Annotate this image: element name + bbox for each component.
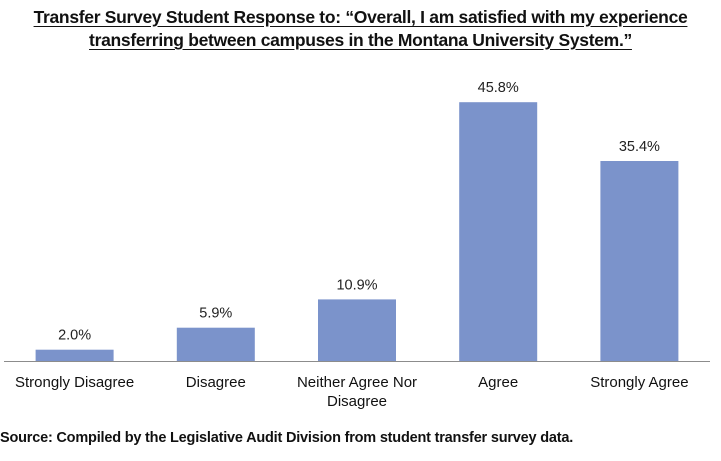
source-note: Source: Compiled by the Legislative Audi… (0, 430, 574, 446)
data-label: 35.4% (619, 139, 660, 155)
chart-title-line2: transferring between campuses in the Mon… (89, 30, 632, 50)
bar (318, 299, 396, 361)
category-label: Strongly Agree (590, 374, 688, 391)
bar (459, 102, 538, 361)
category-label: Strongly Disagree (15, 374, 134, 391)
bar-chart: 2.0% Strongly Disagree 5.9% Disagree 10.9% Ne… (4, 80, 710, 410)
category-label: Disagree (186, 374, 246, 391)
data-label: 10.9% (336, 277, 377, 293)
category-label: Agree (478, 374, 518, 391)
bar (35, 349, 114, 361)
data-label: 45.8% (478, 80, 519, 96)
category-label: Neither Agree Nor (297, 374, 417, 391)
bar (600, 161, 679, 361)
bar (176, 327, 255, 361)
chart-title-line1: Transfer Survey Student Response to: “Ov… (33, 7, 688, 27)
category-label: Disagree (327, 393, 387, 410)
data-label: 2.0% (58, 328, 91, 344)
chart-title: Transfer Survey Student Response to: “Ov… (0, 6, 721, 52)
data-label: 5.9% (199, 306, 232, 322)
